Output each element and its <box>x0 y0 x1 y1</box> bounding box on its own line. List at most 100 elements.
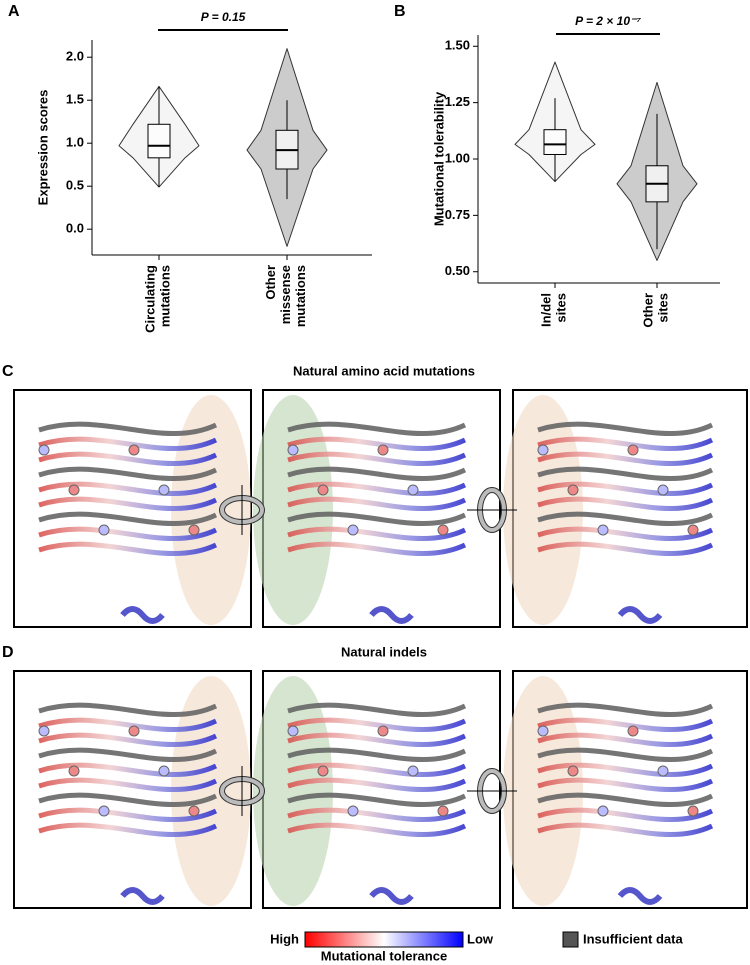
ribbon <box>287 466 467 482</box>
ribbon <box>537 732 714 747</box>
residue-sphere <box>347 805 359 817</box>
ribbon <box>38 451 218 467</box>
ribbon <box>38 777 218 793</box>
panel-title: Natural indels <box>341 644 427 659</box>
ribbon <box>38 702 218 718</box>
ribbon <box>287 792 467 808</box>
residue-sphere <box>188 805 200 817</box>
ribbon <box>38 822 218 838</box>
residue-sphere <box>128 444 140 456</box>
ribbon <box>287 807 467 823</box>
ribbon <box>38 792 218 808</box>
ribbon <box>38 526 218 542</box>
legend-swatch <box>562 931 579 948</box>
y-tick-label: 1.0 <box>66 135 84 150</box>
ribbon <box>287 822 467 838</box>
residue-sphere <box>377 444 389 456</box>
residue-sphere <box>597 805 609 817</box>
ribbon <box>537 777 714 792</box>
ribbon <box>287 747 467 763</box>
annotation: P = 2 × 10⁻⁷ <box>575 14 641 28</box>
y-tick-label: 0.50 <box>445 263 470 278</box>
residue-sphere <box>158 484 170 496</box>
y-tick-label: 0.5 <box>66 178 84 193</box>
ribbon <box>287 526 467 542</box>
ribbon <box>537 541 714 556</box>
y-axis-label: Mutational tolerability <box>431 91 446 226</box>
residue-sphere <box>317 765 329 777</box>
residue-sphere <box>627 725 639 737</box>
panel-label: C <box>2 363 14 380</box>
residue-sphere <box>287 725 299 737</box>
residue-sphere <box>537 444 549 456</box>
helix <box>369 606 414 624</box>
y-tick-label: 1.5 <box>66 92 84 107</box>
ribbon <box>287 436 467 452</box>
ribbon <box>287 777 467 793</box>
panel-label: D <box>2 644 14 661</box>
ribbon <box>287 421 467 437</box>
residue-sphere <box>98 805 110 817</box>
ribbon <box>287 702 467 718</box>
residue-sphere <box>317 484 329 496</box>
box <box>147 123 171 159</box>
ribbon <box>287 732 467 748</box>
annotation: P = 0.15 <box>201 10 246 24</box>
ribbon <box>537 702 714 717</box>
helix <box>120 887 165 905</box>
residue-sphere <box>158 765 170 777</box>
ribbon <box>537 496 714 511</box>
ribbon <box>537 481 714 496</box>
ribbon <box>287 717 467 733</box>
x-tick-label: In/delsites <box>539 293 569 327</box>
residue-sphere <box>657 484 669 496</box>
y-tick-label: 1.50 <box>445 38 470 53</box>
x-tick-label: Circulatingmutations <box>143 265 173 333</box>
ribbon <box>537 792 714 807</box>
surface <box>171 676 251 906</box>
ribbon <box>38 481 218 497</box>
box <box>543 129 567 155</box>
residue-sphere <box>627 444 639 456</box>
x-tick-label: Othermissensemutations <box>263 265 308 327</box>
y-tick-label: 2.0 <box>66 49 84 64</box>
ribbon <box>537 717 714 732</box>
ribbon <box>537 436 714 451</box>
residue-sphere <box>597 524 609 536</box>
colorbar <box>304 931 464 948</box>
residue-sphere <box>687 524 699 536</box>
ribbon <box>537 451 714 466</box>
ribbon <box>287 496 467 512</box>
panel-label: B <box>394 3 406 20</box>
ribbon <box>537 511 714 526</box>
residue-sphere <box>687 805 699 817</box>
ribbon <box>38 466 218 482</box>
panel-label: A <box>8 3 20 20</box>
ribbon <box>38 421 218 437</box>
helix <box>617 887 663 905</box>
residue-sphere <box>128 725 140 737</box>
y-tick-label: 1.25 <box>445 94 470 109</box>
ribbon <box>537 807 714 822</box>
residue-sphere <box>347 524 359 536</box>
ribbon <box>287 481 467 497</box>
ribbon <box>537 526 714 541</box>
ribbon <box>537 822 714 837</box>
residue-sphere <box>287 444 299 456</box>
residue-sphere <box>407 765 419 777</box>
y-tick-label: 1.00 <box>445 150 470 165</box>
ribbon <box>38 732 218 748</box>
ribbon <box>38 436 218 452</box>
ribbon <box>38 717 218 733</box>
y-axis-label: Expression scores <box>35 90 50 206</box>
ribbon <box>38 511 218 527</box>
y-tick-label: 0.75 <box>445 207 470 222</box>
ribbon <box>287 762 467 778</box>
residue-sphere <box>567 765 579 777</box>
residue-sphere <box>537 725 549 737</box>
ribbon <box>537 466 714 481</box>
residue-sphere <box>188 524 200 536</box>
residue-sphere <box>68 765 80 777</box>
